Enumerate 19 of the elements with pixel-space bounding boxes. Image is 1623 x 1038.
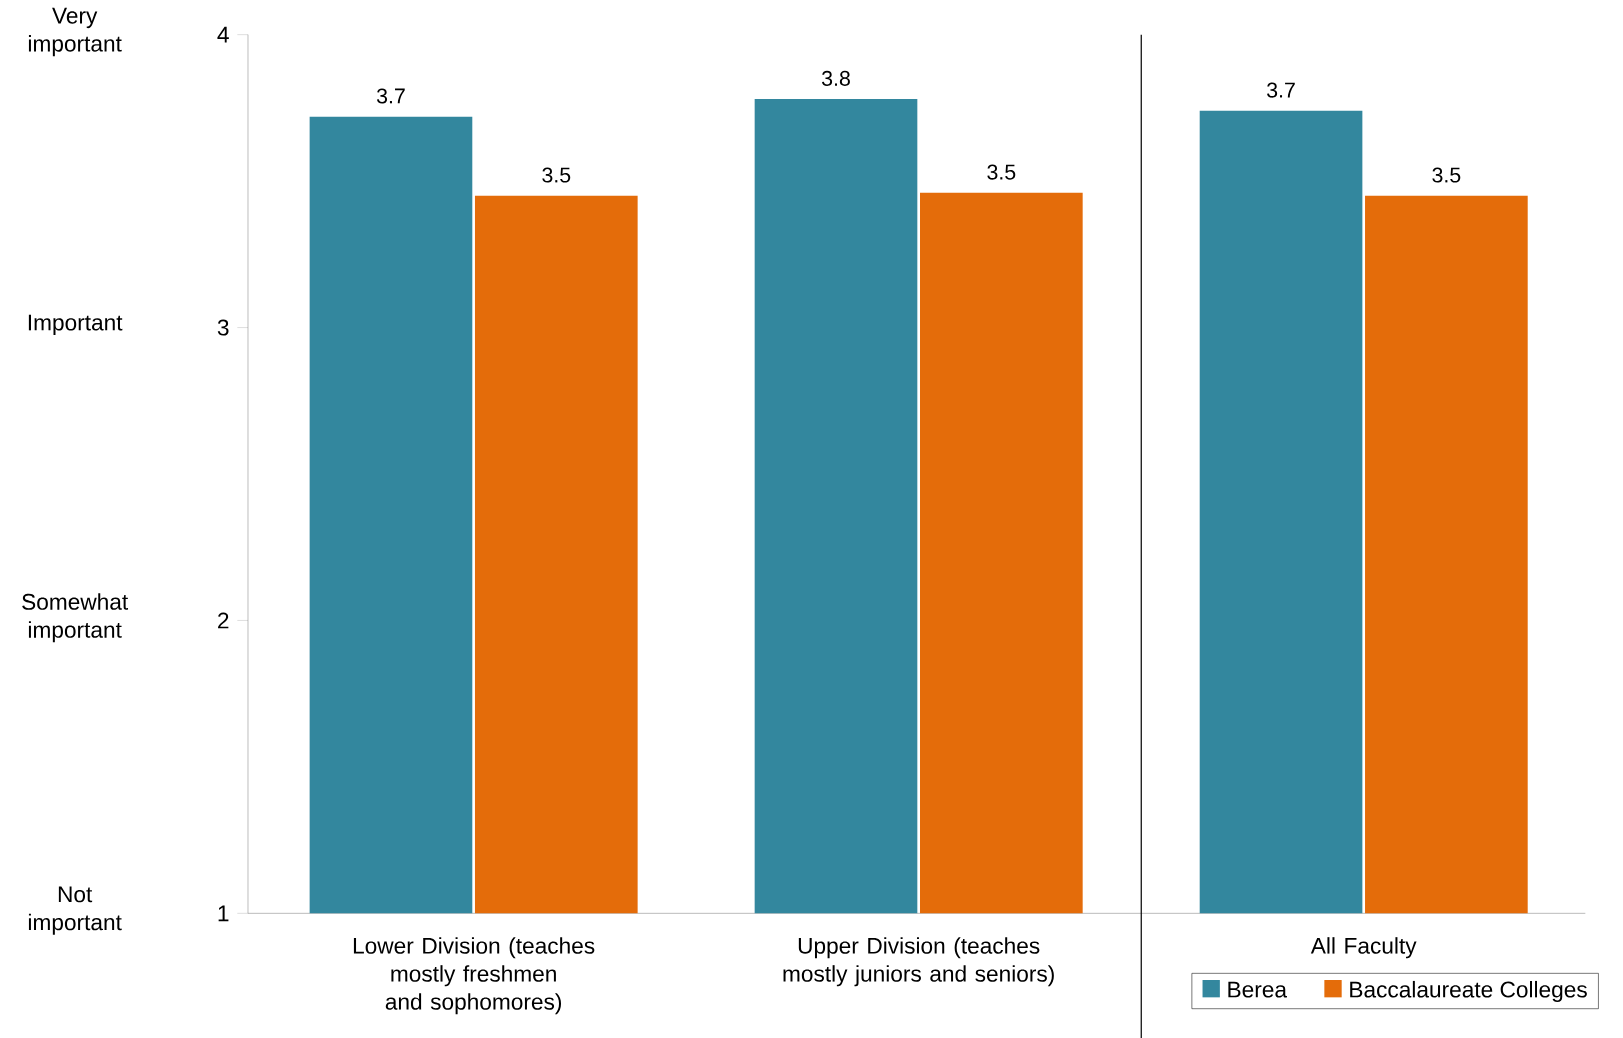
y-tick-label: 1 — [218, 905, 229, 922]
text: Not important — [28, 886, 122, 935]
text: Somewhat important — [22, 593, 129, 643]
data-label: 3.7 — [376, 88, 405, 104]
y-tick-label: 2 — [218, 612, 229, 629]
data-label: 3.7 — [1267, 82, 1295, 98]
y-tick-label: 3 — [217, 319, 229, 336]
legend-label: Berea — [1228, 981, 1288, 998]
y-tick-label: 4 — [217, 26, 229, 43]
data-label: 3.8 — [821, 70, 850, 86]
text: Important — [28, 314, 123, 336]
text: Very important — [28, 7, 122, 57]
x-tick-label: Upper Division (teaches mostly juniors and seniors) — [783, 937, 1054, 987]
x-tick-label: Lower Division (teaches mostly freshmen and sophomores) — [353, 937, 595, 1015]
data-label: 3.5 — [542, 167, 571, 183]
data-label: 3.5 — [1432, 167, 1461, 183]
x-tick-label: All Faculty — [1310, 937, 1417, 959]
legend-label: Baccalaureate Colleges — [1350, 980, 1587, 1003]
data-label: 3.5 — [987, 164, 1016, 180]
